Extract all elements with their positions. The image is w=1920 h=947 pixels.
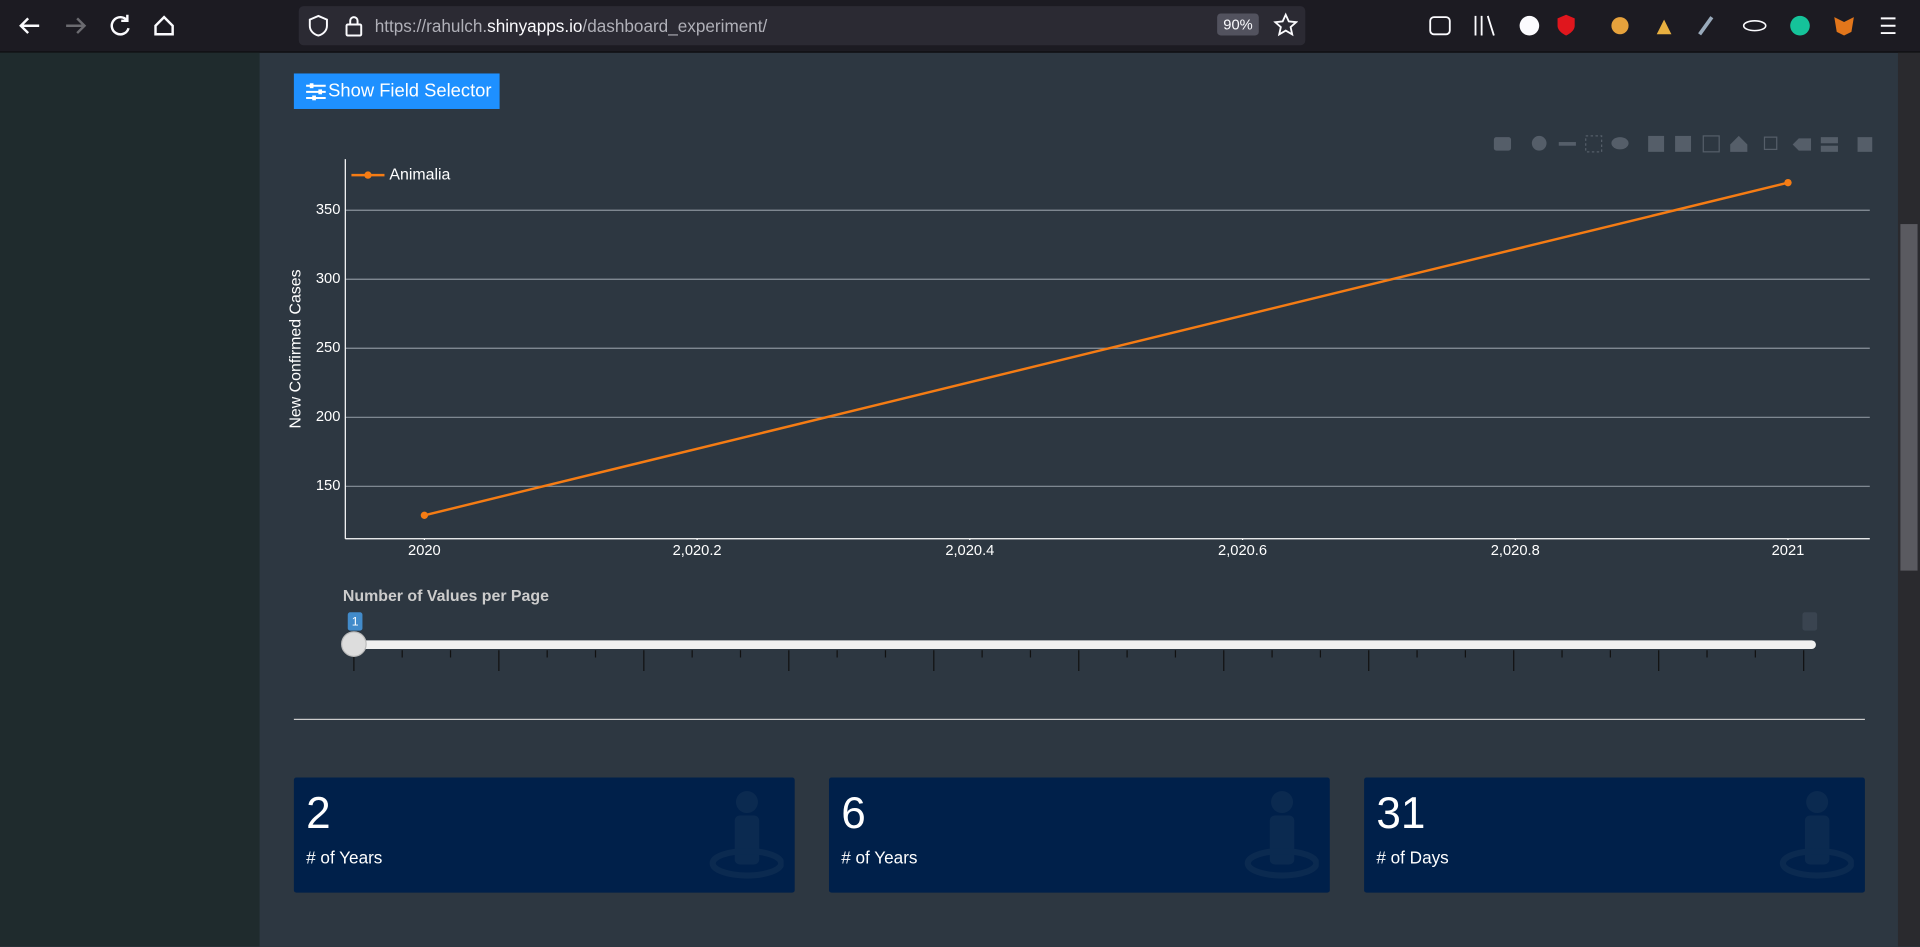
slider-value: 1: [352, 614, 359, 628]
slider[interactable]: 1: [331, 606, 1837, 679]
home-button[interactable]: [154, 15, 174, 36]
url-domain: shinyapps.io: [487, 15, 583, 36]
back-button[interactable]: [19, 17, 40, 34]
button-icon: [306, 83, 326, 101]
data-point: [1784, 178, 1792, 187]
slider-ticks: [353, 650, 1805, 672]
field-selector-button[interactable]: Show Field Selector: [293, 73, 500, 109]
browser-toolbar: https://rahulch.shinyapps.io/dashboard_e…: [0, 0, 1920, 53]
nav-icons: [19, 14, 174, 36]
sidebar: [0, 52, 260, 947]
x-tick-label: 2,020.4: [945, 543, 994, 559]
x-tick-label: 2020: [408, 543, 441, 559]
data-point: [420, 511, 429, 519]
scrollbar-thumb[interactable]: [1900, 224, 1918, 571]
slider-value-badge: [347, 612, 363, 631]
box-icon: [1244, 791, 1319, 879]
url-start: https://rahulch.: [374, 15, 488, 36]
extension-icons: [1429, 14, 1896, 36]
button-label: Show Field Selector: [328, 80, 492, 102]
value-box: 31 # of Days: [1364, 777, 1865, 893]
x-tick-label: 2,020.6: [1218, 543, 1267, 559]
y-tick-label: 350: [316, 202, 341, 218]
box-icon: [1779, 791, 1854, 879]
x-tick-label: 2,020.2: [673, 543, 722, 559]
box-label: # of Days: [1376, 847, 1449, 867]
x-tick-label: 2,020.8: [1491, 543, 1540, 559]
url: https://rahulch.shinyapps.io/dashboard_e…: [375, 6, 768, 45]
value-box: 2 # of Years: [293, 777, 795, 893]
box-label: # of Years: [306, 847, 383, 867]
url-path: /dashboard_experiment/: [582, 15, 768, 36]
site-icons: [308, 14, 363, 37]
y-tick-label: 200: [316, 409, 341, 425]
legend-marker: [364, 171, 372, 179]
legend-label: Animalia: [389, 166, 450, 183]
slider-handle[interactable]: [341, 631, 367, 657]
reload-button[interactable]: [110, 14, 130, 36]
y-axis-title: New Confirmed Cases: [288, 269, 305, 428]
x-tick-label: 2021: [1772, 543, 1805, 559]
box-label: # of Years: [841, 847, 918, 867]
box-value: 31: [1376, 787, 1426, 838]
bookmark-star[interactable]: [1273, 12, 1298, 39]
slider-label: Number of Values per Page: [342, 586, 549, 605]
data-line: [424, 181, 1789, 517]
zoom-level[interactable]: 90%: [1217, 13, 1259, 36]
box-value: 2: [306, 787, 331, 838]
url-bar[interactable]: https://rahulch.shinyapps.io/dashboard_e…: [298, 6, 1306, 46]
chart: 150 200 250 300 350 2020 2,020.2 2,020.4 2,020.6…: [288, 135, 1873, 559]
box-icon: [709, 791, 784, 879]
y-tick-label: 150: [316, 478, 341, 494]
slider-track: [351, 640, 1816, 649]
forward-button[interactable]: [66, 17, 87, 34]
y-tick-label: 250: [316, 340, 341, 356]
y-tick-label: 300: [316, 271, 341, 287]
divider: [293, 718, 1865, 721]
slider-max-badge: [1802, 612, 1818, 631]
box-value: 6: [841, 787, 866, 838]
modebar: [1493, 135, 1873, 153]
value-box: 6 # of Years: [828, 777, 1330, 893]
